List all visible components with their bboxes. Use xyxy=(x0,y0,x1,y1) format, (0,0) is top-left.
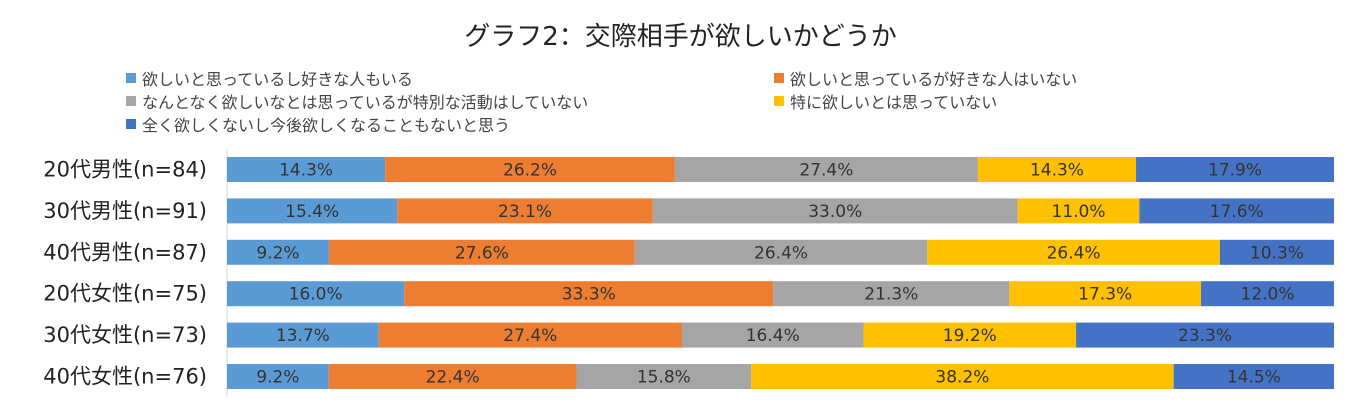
bar-segment xyxy=(927,239,1220,265)
bar-segment xyxy=(751,364,1174,389)
data-label: 38.2% xyxy=(935,368,989,388)
category-label: 30代男性(n=91) xyxy=(43,199,207,223)
data-label: 17.3% xyxy=(1078,285,1132,305)
data-label: 23.3% xyxy=(1178,326,1232,346)
legend-label: 全く欲しくないし今後欲しくなることもないと思う xyxy=(142,116,511,135)
legend-swatch xyxy=(126,119,136,129)
bar-segment xyxy=(385,157,675,182)
bar-segment xyxy=(977,157,1137,182)
bar-segment xyxy=(227,322,379,348)
bar-segment xyxy=(227,239,329,265)
legend-swatch xyxy=(126,73,136,83)
category-label: 20代女性(n=75) xyxy=(43,282,207,306)
bar-segment xyxy=(328,239,635,265)
data-label: 16.0% xyxy=(289,285,343,305)
bar-segment xyxy=(1017,198,1140,224)
data-label: 26.4% xyxy=(1047,243,1101,263)
data-label: 19.2% xyxy=(943,326,997,346)
legend-swatch xyxy=(774,96,784,106)
data-label: 17.6% xyxy=(1210,202,1264,222)
category-label: 30代女性(n=73) xyxy=(43,323,207,347)
data-label: 9.2% xyxy=(256,243,299,263)
bar-segment xyxy=(681,322,864,348)
data-label: 33.0% xyxy=(808,202,862,222)
data-label: 33.3% xyxy=(562,285,616,305)
data-label: 22.4% xyxy=(426,368,480,388)
legend-swatch xyxy=(126,96,136,106)
data-label: 11.0% xyxy=(1052,202,1106,222)
data-label: 23.1% xyxy=(498,202,552,222)
category-label: 40代女性(n=76) xyxy=(43,365,207,389)
bar-segment xyxy=(378,322,682,348)
chart-title: グラフ2：交際相手が欲しいかどうか xyxy=(464,22,897,52)
bar-segment xyxy=(404,281,774,307)
legend-item: 欲しいと思っているが好きな人はいない xyxy=(774,66,1077,90)
bar-segment xyxy=(773,281,1010,307)
bar-segment xyxy=(1219,239,1334,265)
bar-segment xyxy=(1139,198,1334,224)
category-label: 40代男性(n=87) xyxy=(43,240,207,264)
bar-segment xyxy=(227,198,398,224)
bar-segment xyxy=(652,198,1018,224)
bar-segment xyxy=(1136,157,1334,182)
legend-item: 全く欲しくないし今後欲しくなることもないと思う xyxy=(126,112,510,136)
bar-segment xyxy=(634,239,928,265)
legend-item: なんとなく欲しいなとは思っているが特別な活動はしていない xyxy=(126,89,588,113)
data-label: 9.2% xyxy=(256,368,299,388)
data-label: 14.3% xyxy=(1030,161,1084,181)
data-label: 26.4% xyxy=(754,243,808,263)
data-label: 10.3% xyxy=(1250,243,1304,263)
bar-segment xyxy=(674,157,978,182)
data-label: 15.4% xyxy=(285,202,339,222)
data-label: 27.6% xyxy=(455,243,509,263)
legend-swatch xyxy=(774,73,784,83)
legend-label: なんとなく欲しいなとは思っているが特別な活動はしていない xyxy=(142,93,589,112)
bar-segment xyxy=(1076,322,1334,348)
bar-segment xyxy=(1201,281,1334,307)
data-label: 27.4% xyxy=(799,161,853,181)
bar-segment xyxy=(576,364,752,389)
category-label: 20代男性(n=84) xyxy=(43,158,207,182)
data-label: 14.3% xyxy=(279,161,333,181)
legend-label: 特に欲しいとは思っていない xyxy=(790,93,998,112)
data-label: 13.7% xyxy=(276,326,330,346)
data-label: 27.4% xyxy=(503,326,557,346)
bar-segment xyxy=(397,198,653,224)
bar-segment xyxy=(227,364,329,389)
bar-segment xyxy=(328,364,577,389)
legend-label: 欲しいと思っているが好きな人はいない xyxy=(790,70,1078,89)
data-label: 17.9% xyxy=(1208,161,1262,181)
data-label: 15.8% xyxy=(637,368,691,388)
legend-label: 欲しいと思っているし好きな人もいる xyxy=(142,70,413,89)
data-label: 21.3% xyxy=(864,285,918,305)
bar-segment xyxy=(1009,281,1202,307)
data-label: 26.2% xyxy=(503,161,557,181)
bar-segment xyxy=(227,281,405,307)
legend-item: 欲しいと思っているし好きな人もいる xyxy=(126,66,413,90)
data-label: 16.4% xyxy=(746,326,800,346)
data-label: 14.5% xyxy=(1227,368,1281,388)
bar-segment xyxy=(863,322,1077,348)
bar-segment xyxy=(1173,364,1334,389)
data-label: 12.0% xyxy=(1241,285,1295,305)
legend-item: 特に欲しいとは思っていない xyxy=(774,89,997,113)
bar-segment xyxy=(227,157,386,182)
